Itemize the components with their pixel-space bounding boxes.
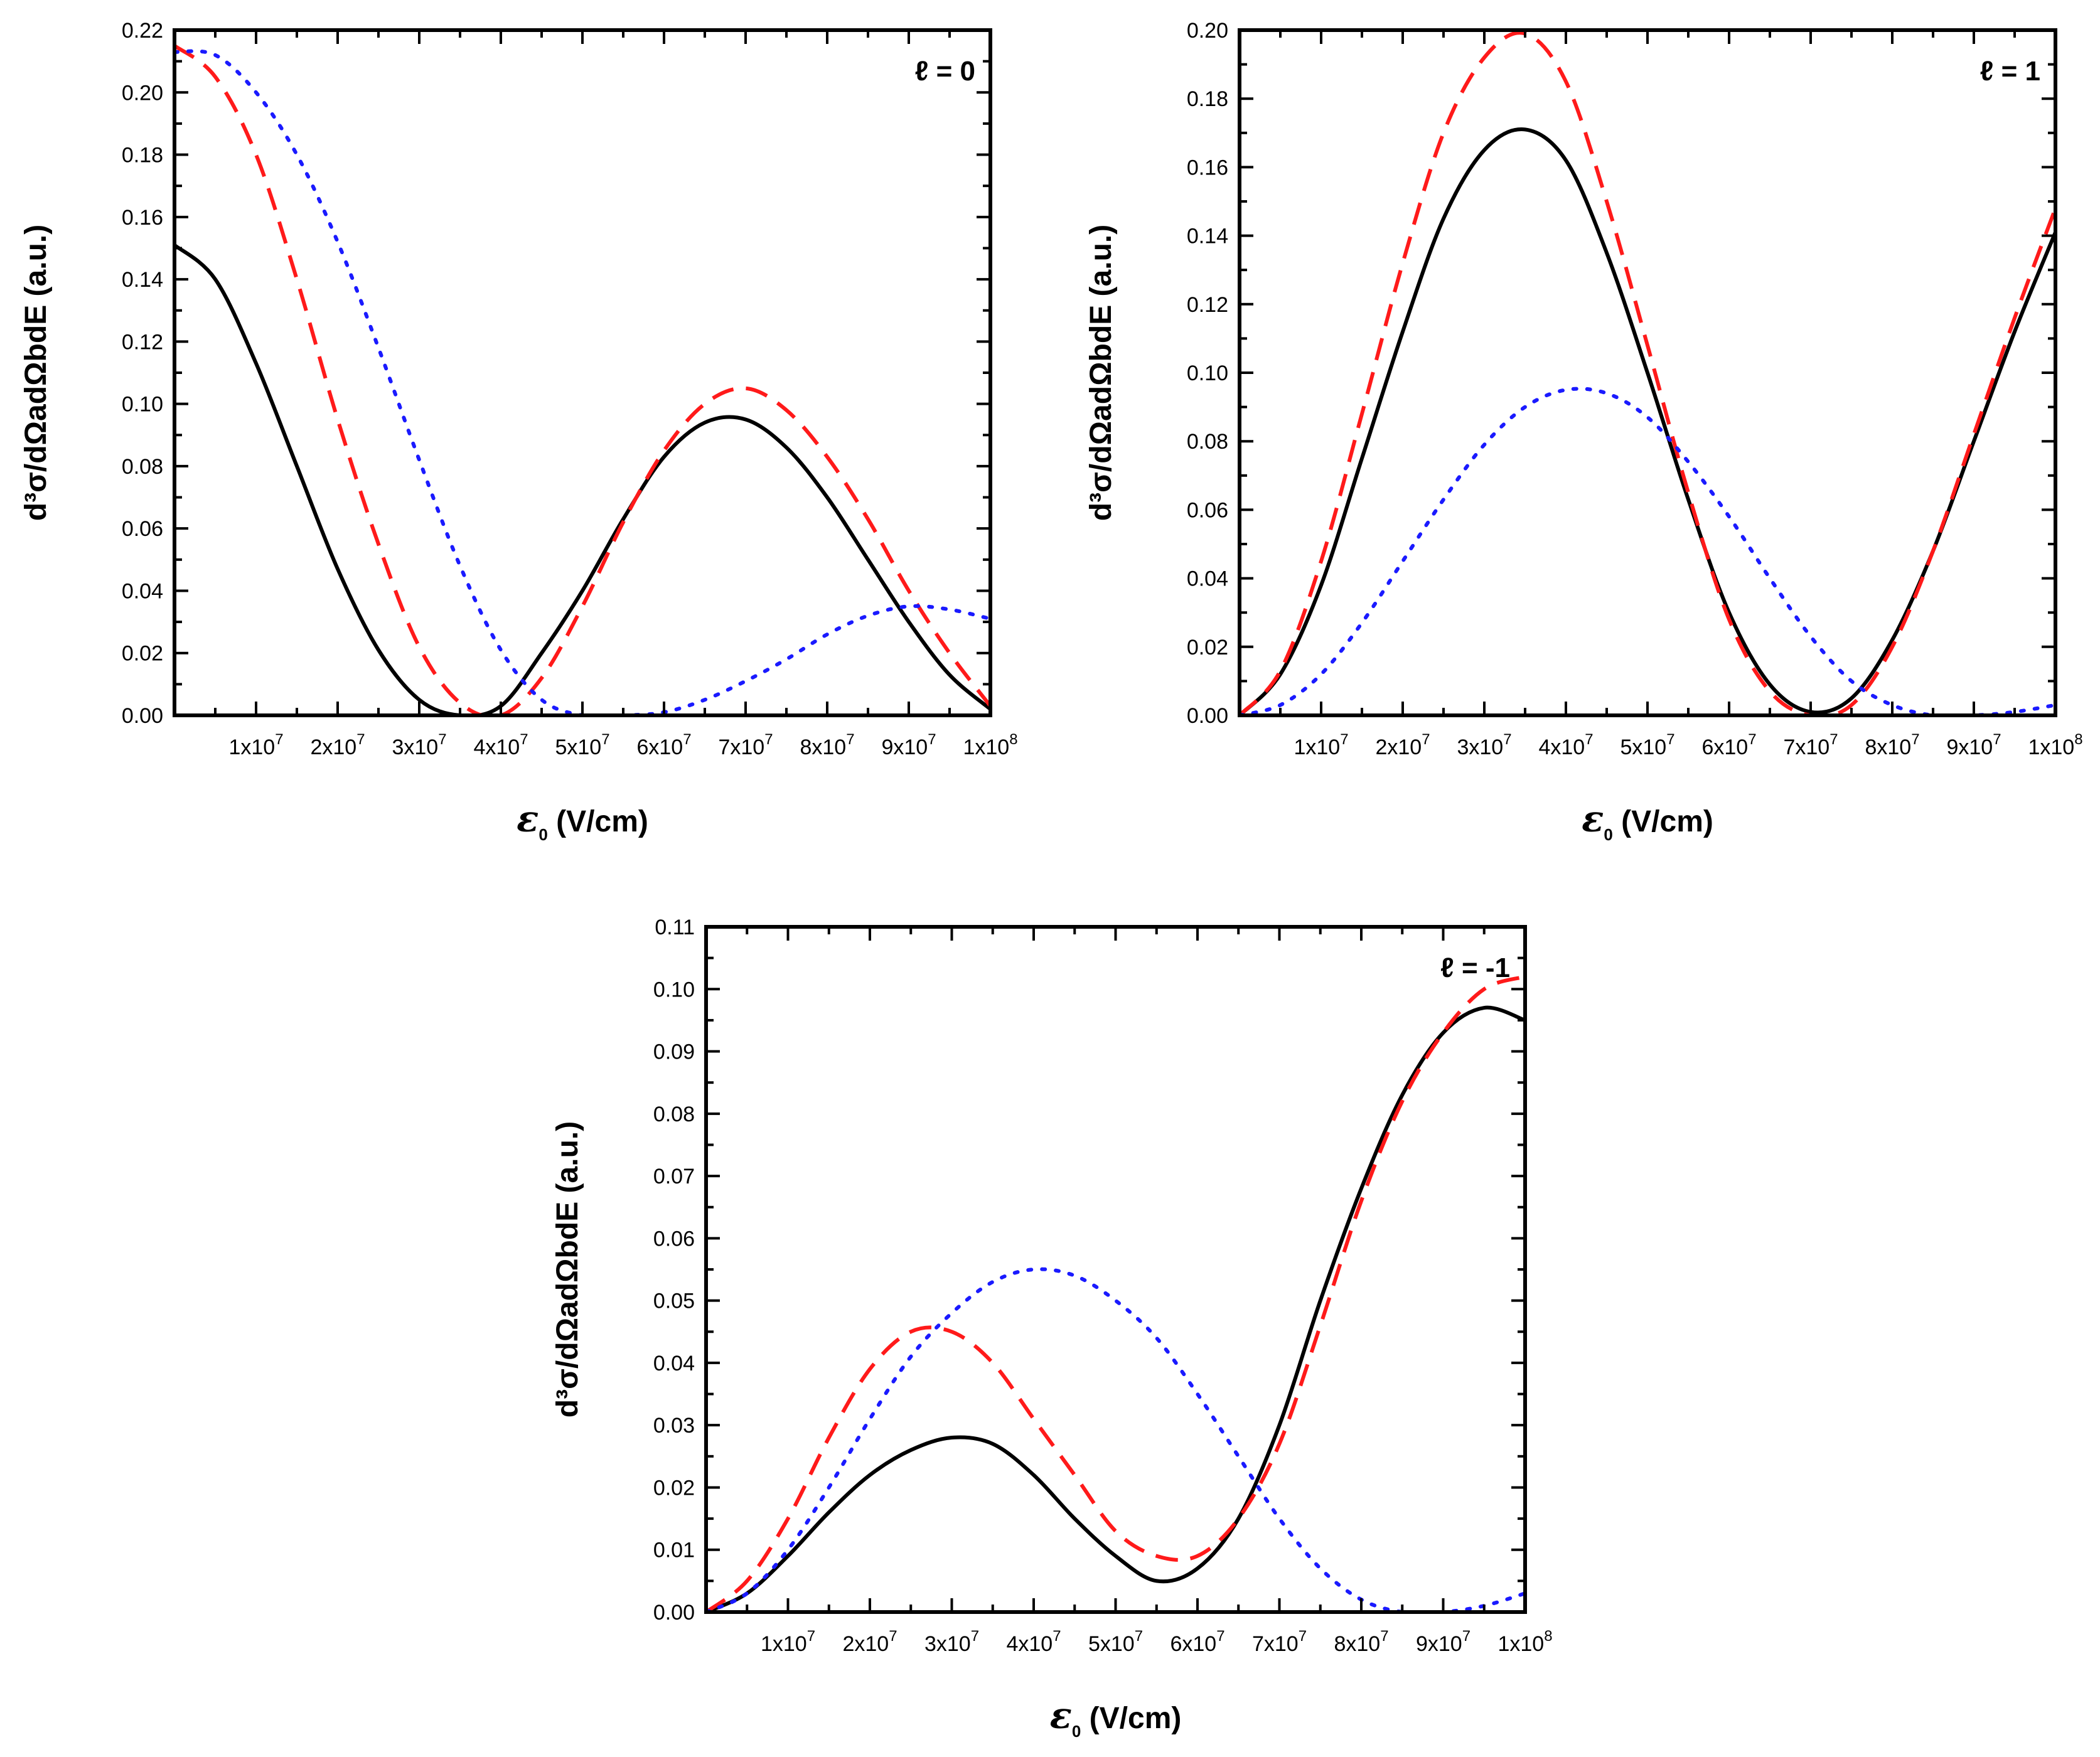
y-tick-label: 0.10 [1187, 361, 1228, 385]
y-tick-label: 0.14 [1187, 225, 1228, 248]
y-axis-title: d³σ/dΩadΩbdE (a.u.) [19, 225, 53, 521]
x-tick-label: 9x107 [881, 731, 936, 759]
x-tick-label: 7x107 [718, 731, 773, 759]
x-tick-label: 7x107 [1252, 1628, 1307, 1656]
x-tick-label: 8x107 [1865, 731, 1919, 759]
panel-label: ℓ = -1 [1440, 953, 1510, 983]
x-tick-label: 9x107 [1946, 731, 2001, 759]
y-tick-label: 0.22 [122, 19, 163, 43]
series-line-dashed [174, 44, 990, 715]
x-tick-label: 4x107 [473, 731, 528, 759]
y-tick-label: 0.02 [653, 1476, 695, 1500]
x-tick-label: 4x107 [1006, 1628, 1061, 1656]
x-tick-label: 1x107 [228, 731, 283, 759]
x-tick-label: 3x107 [392, 731, 446, 759]
x-tick-label: 1x108 [963, 731, 1017, 759]
y-tick-label: 0.07 [653, 1165, 695, 1188]
x-tick-label: 6x107 [636, 731, 691, 759]
y-tick-label: 0.00 [1187, 704, 1228, 728]
x-axis-title: ε0 (V/cm) [1582, 798, 1713, 844]
y-tick-label: 0.01 [653, 1539, 695, 1562]
y-tick-label: 0.04 [653, 1352, 695, 1375]
series-line-dashed [706, 975, 1525, 1612]
series-line-solid [706, 1005, 1525, 1612]
x-tick-label: 1x107 [761, 1628, 815, 1656]
x-tick-label: 8x107 [800, 731, 854, 759]
y-tick-label: 0.16 [122, 206, 163, 230]
x-tick-label: 4x107 [1538, 731, 1593, 759]
y-tick-label: 0.10 [653, 978, 695, 1001]
series-line-dotted [174, 49, 990, 715]
y-tick-label: 0.14 [122, 268, 163, 292]
y-axis-title: d³σ/dΩadΩbdE (a.u.) [551, 1121, 584, 1418]
chart-panel-2: 0.00 0.02 0.04 0.06 0.08 0.10 0.12 0.14 0.16 0.18… [1085, 19, 2083, 844]
x-axis-title: ε0 (V/cm) [517, 798, 648, 844]
x-tick-label: 6x107 [1701, 731, 1756, 759]
y-tick-label: 0.06 [122, 517, 163, 541]
y-tick-label: 0.12 [1187, 293, 1228, 317]
x-tick-label: 8x107 [1334, 1628, 1388, 1656]
series-line-solid [174, 243, 990, 715]
series-line-dashed [1240, 31, 2055, 715]
y-tick-label: 0.18 [122, 144, 163, 168]
y-tick-label: 0.03 [653, 1414, 695, 1438]
x-tick-label: 2x107 [842, 1628, 897, 1656]
chart-panel-3: 0.00 0.01 0.02 0.03 0.04 0.05 0.06 0.07 0.08 0.09… [551, 916, 1553, 1741]
y-tick-label: 0.04 [122, 579, 163, 603]
y-tick-label: 0.11 [655, 916, 695, 939]
y-tick-label: 0.08 [653, 1103, 695, 1126]
x-tick-label: 5x107 [1088, 1628, 1143, 1656]
x-tick-label: 3x107 [924, 1628, 979, 1656]
y-tick-label: 0.04 [1187, 567, 1228, 591]
y-tick-label: 0.08 [122, 455, 163, 479]
x-tick-label: 5x107 [1620, 731, 1674, 759]
y-tick-label: 0.05 [653, 1290, 695, 1313]
x-tick-label: 5x107 [555, 731, 609, 759]
x-tick-label: 1x108 [2028, 731, 2082, 759]
x-tick-label: 1x108 [1497, 1628, 1552, 1656]
x-tick-label: 7x107 [1783, 731, 1838, 759]
y-tick-label: 0.09 [653, 1040, 695, 1064]
x-tick-label: 6x107 [1170, 1628, 1224, 1656]
panel-label: ℓ = 1 [1980, 56, 2040, 87]
x-axis-title: ε0 (V/cm) [1050, 1694, 1182, 1741]
series-line-dotted [1240, 387, 2055, 715]
x-tick-label: 1x107 [1294, 731, 1348, 759]
y-tick-label: 0.02 [1187, 636, 1228, 660]
panel-label: ℓ = 0 [915, 56, 975, 87]
y-tick-label: 0.08 [1187, 430, 1228, 454]
series-line-dotted [706, 1267, 1525, 1612]
y-tick-label: 0.02 [122, 642, 163, 666]
y-tick-label: 0.12 [122, 330, 163, 354]
y-axis-title: d³σ/dΩadΩbdE (a.u.) [1085, 225, 1118, 521]
y-tick-label: 0.10 [122, 393, 163, 417]
y-tick-label: 0.00 [653, 1601, 695, 1625]
y-tick-label: 0.20 [122, 81, 163, 105]
x-tick-label: 2x107 [1375, 731, 1430, 759]
x-tick-label: 3x107 [1457, 731, 1511, 759]
x-tick-label: 2x107 [310, 731, 365, 759]
y-tick-label: 0.06 [1187, 498, 1228, 522]
chart-panel-1: 0.00 0.02 0.04 0.06 0.08 0.10 0.12 0.14 0.16 0.18… [19, 19, 1018, 844]
y-tick-label: 0.00 [122, 704, 163, 728]
x-tick-label: 9x107 [1416, 1628, 1471, 1656]
y-tick-label: 0.16 [1187, 156, 1228, 179]
y-tick-label: 0.18 [1187, 87, 1228, 111]
y-tick-label: 0.20 [1187, 19, 1228, 43]
y-tick-label: 0.06 [653, 1227, 695, 1251]
